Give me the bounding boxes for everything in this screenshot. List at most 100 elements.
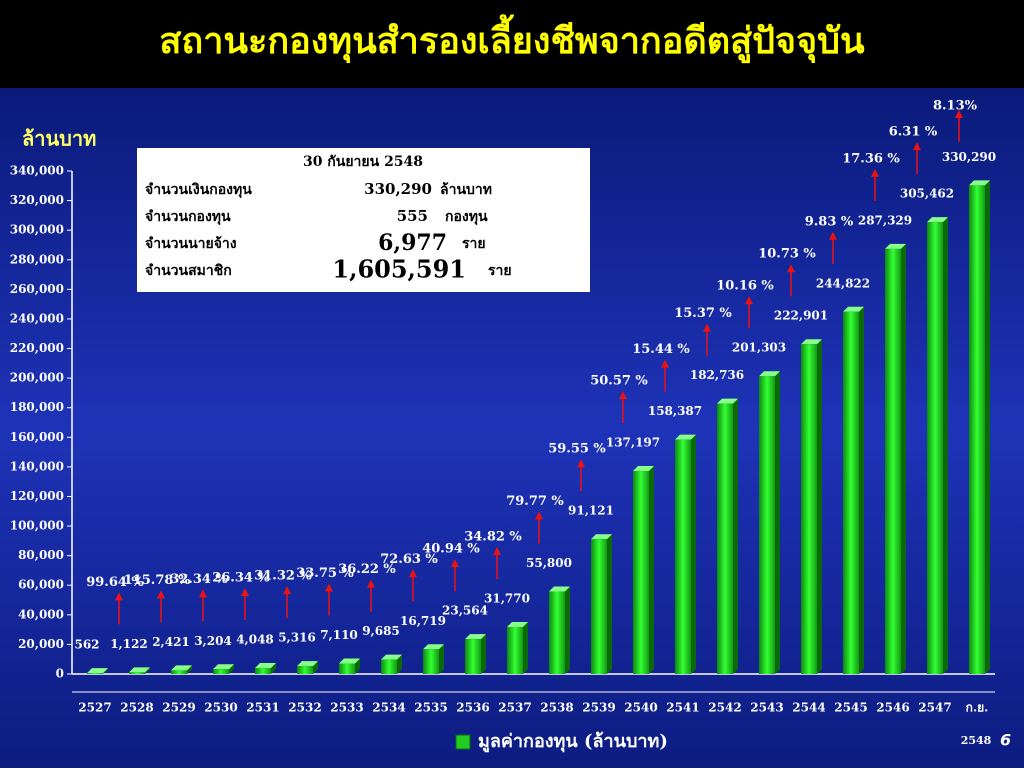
bar-top <box>885 243 906 249</box>
value-label: 16,719 <box>400 614 446 628</box>
bar-side <box>103 668 108 674</box>
bar-side <box>523 621 528 674</box>
bar-side <box>691 434 696 674</box>
value-label: 305,462 <box>900 187 954 201</box>
bar-top <box>213 664 234 670</box>
y-tick-label: 260,000 <box>10 282 64 296</box>
bar <box>675 439 691 674</box>
bar-side <box>817 339 822 674</box>
growth-arrow-head <box>619 391 627 400</box>
growth-label: 8.13% <box>933 99 978 114</box>
bar-side <box>397 654 402 674</box>
bar-side <box>733 398 738 674</box>
bar-side <box>145 667 150 674</box>
info-value: 6,977 <box>378 230 447 256</box>
bar <box>507 626 523 674</box>
bar-side <box>649 466 654 674</box>
y-tick-label: 180,000 <box>10 400 64 414</box>
x-tick-label: 2545 <box>834 701 867 715</box>
bar-side <box>271 663 276 674</box>
value-label: 1,122 <box>110 637 148 651</box>
y-tick-label: 100,000 <box>10 519 64 533</box>
growth-arrow-head <box>283 586 291 595</box>
value-label: 23,564 <box>442 604 488 618</box>
y-tick-label: 20,000 <box>18 637 64 651</box>
x-tick-label: 2540 <box>624 701 657 715</box>
growth-arrow-head <box>745 296 753 305</box>
bar-side <box>565 586 570 674</box>
info-label: จำนวนนายจ้าง <box>145 236 237 252</box>
growth-arrow-head <box>199 589 207 598</box>
bar-top <box>759 371 780 377</box>
growth-label: 15.37 % <box>674 306 732 321</box>
bar <box>87 673 103 674</box>
value-label: 9,685 <box>362 624 400 638</box>
bar-top <box>381 654 402 660</box>
growth-arrow-head <box>115 592 123 601</box>
bar <box>129 672 145 674</box>
growth-arrow-head <box>535 511 543 520</box>
growth-arrow-head <box>451 559 459 568</box>
growth-label: 34.82 % <box>464 529 522 544</box>
value-label: 2,421 <box>152 635 190 649</box>
y-tick-label: 80,000 <box>18 548 64 562</box>
x-tick-label: 2538 <box>540 701 573 715</box>
y-tick-label: 280,000 <box>10 252 64 266</box>
bar <box>423 649 439 674</box>
bar-side <box>901 243 906 674</box>
value-label: 244,822 <box>816 276 870 290</box>
growth-label: 26.34 % <box>212 571 270 586</box>
y-axis-label: ล้านบาท <box>22 127 96 151</box>
bar-side <box>481 634 486 674</box>
growth-arrow-head <box>661 359 669 368</box>
bar-top <box>717 398 738 404</box>
growth-arrow-head <box>409 569 417 578</box>
value-label: 222,901 <box>774 309 828 323</box>
growth-arrow-head <box>493 546 501 555</box>
growth-label: 6.31 % <box>889 125 938 140</box>
info-box <box>137 148 590 292</box>
bar-side <box>229 664 234 674</box>
growth-label: 10.16 % <box>716 279 774 294</box>
title: สถานะกองทุนสำรองเลี้ยงชีพจากอดีตสู่ปัจจุ… <box>159 14 865 64</box>
growth-arrow-head <box>241 588 249 597</box>
bar-top <box>339 658 360 664</box>
bar-top <box>297 661 318 667</box>
x-tick-label: 2527 <box>78 701 111 715</box>
y-tick-label: 140,000 <box>10 459 64 473</box>
bar-top <box>675 434 696 440</box>
growth-label: 99.64 % <box>86 575 144 590</box>
value-label: 287,329 <box>858 213 912 227</box>
growth-arrow-head <box>703 323 711 332</box>
bar-top <box>171 665 192 671</box>
info-label: จำนวนสมาชิก <box>145 263 232 279</box>
x-tick-label: 2532 <box>288 701 321 715</box>
y-tick-label: 40,000 <box>18 607 64 621</box>
growth-label: 15.44 % <box>632 342 690 357</box>
growth-label: 32.34 % <box>170 572 228 587</box>
category-note: 2548 <box>961 734 992 747</box>
info-value: 1,605,591 <box>332 255 466 284</box>
growth-label: 115.78 % <box>124 573 191 588</box>
bar <box>843 311 859 674</box>
bar-top <box>633 466 654 472</box>
bar <box>465 639 481 674</box>
growth-label: 17.36 % <box>842 151 900 166</box>
x-tick-label: 2539 <box>582 701 615 715</box>
info-label: จำนวนกองทุน <box>145 209 231 225</box>
bar-top <box>549 586 570 592</box>
bar-top <box>465 634 486 640</box>
bar-top <box>927 217 948 223</box>
growth-arrow-head <box>157 590 165 599</box>
bar <box>213 669 229 674</box>
y-tick-label: 240,000 <box>10 311 64 325</box>
growth-label: 31.32 % <box>254 569 312 584</box>
bar-top <box>591 534 612 540</box>
bar-top <box>423 644 444 650</box>
bar <box>549 591 565 674</box>
bar-top <box>801 339 822 345</box>
bar-side <box>313 661 318 674</box>
value-label: 182,736 <box>690 368 744 382</box>
x-tick-label: 2533 <box>330 701 363 715</box>
